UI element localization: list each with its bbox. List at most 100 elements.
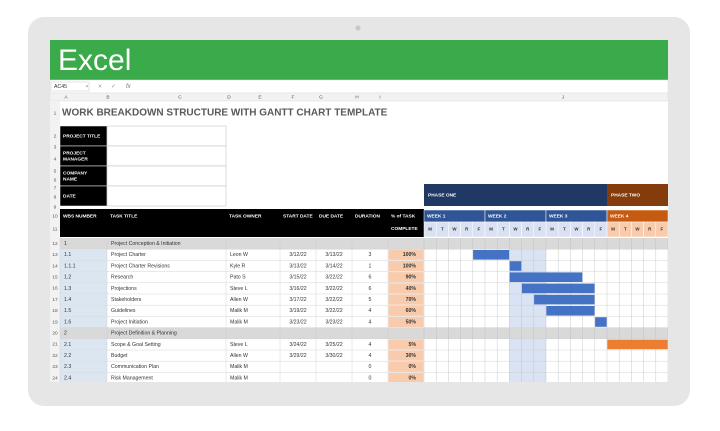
row-number: 15: [52, 274, 58, 280]
cell-owner: Malik M: [230, 319, 248, 325]
cell-complete: 50%: [406, 319, 417, 325]
cell-start: 3/17/22: [289, 297, 306, 303]
complete-cell: [388, 372, 424, 382]
wbs-cell: [60, 294, 107, 306]
day-label: W: [452, 227, 457, 232]
cancel-icon[interactable]: ×: [98, 83, 102, 90]
sheet-title: WORK BREAKDOWN STRUCTURE WITH GANTT CHAR…: [62, 108, 388, 119]
formula-bar: [49, 79, 669, 94]
row-number: 1: [54, 110, 57, 116]
cell-start: 3/19/22: [289, 308, 306, 314]
dropdown[interactable]: ▾: [86, 84, 88, 89]
summary-row: [60, 327, 668, 339]
row-number: 10: [52, 213, 58, 219]
cell-wbs: 1.4: [64, 297, 71, 303]
column-letter: H: [355, 95, 359, 101]
cell-start: 3/23/22: [289, 319, 306, 325]
gantt-bar: [546, 306, 595, 316]
cell-task: Budget: [111, 353, 128, 359]
camera: [355, 25, 361, 31]
info-value-cell: [106, 145, 227, 167]
cell-task: Project Charter Revisions: [111, 263, 170, 269]
table-header: % of TASK: [391, 213, 416, 219]
day-label: M: [550, 227, 554, 232]
row-number: 23: [52, 364, 58, 370]
cell-start: 3/13/22: [289, 263, 306, 269]
cell-duration: 4: [369, 308, 372, 314]
cell-due: 3/22/22: [325, 308, 342, 314]
day-label: R: [648, 227, 652, 232]
cell-wbs: 1.3: [64, 286, 71, 292]
cell-owner: Malik M: [230, 364, 248, 370]
cell-duration: 4: [369, 319, 372, 325]
row-number: 19: [52, 319, 58, 325]
cell-wbs: 2.2: [64, 353, 71, 359]
complete-cell: [388, 283, 424, 294]
fx-icon[interactable]: fx: [126, 84, 132, 90]
row-number: 20: [52, 330, 58, 336]
gantt-bar: [534, 294, 595, 305]
cell-task: Projections: [111, 286, 137, 292]
row-number: 12: [52, 241, 58, 247]
gantt-bar: [473, 250, 510, 260]
table-header: START DATE: [283, 213, 313, 219]
table-header: DUE DATE: [319, 213, 344, 219]
complete-cell: [388, 260, 424, 272]
complete-cell: [388, 339, 424, 350]
row-number: 16: [52, 286, 58, 292]
cell-due: 3/30/22: [325, 353, 342, 359]
wbs-cell: [60, 316, 107, 328]
day-cell: [655, 221, 668, 238]
day-label: T: [502, 227, 505, 232]
cell-due: 3/25/22: [325, 342, 342, 348]
cell-task: Communication Plan: [111, 364, 159, 370]
cell-duration: 6: [369, 286, 372, 292]
cell-task: Project Charter: [111, 252, 146, 258]
info-value-cell: [106, 165, 227, 187]
table-header: TASK TITLE: [110, 213, 138, 219]
cell-task: Project Conception & Initiation: [111, 241, 181, 247]
row-number: 3: [54, 144, 57, 150]
cell-due: 3/14/22: [325, 263, 342, 269]
cell-complete: 0%: [409, 364, 417, 370]
enter-icon[interactable]: ✓: [111, 84, 116, 90]
column-letter: C: [178, 95, 182, 101]
cell-start: 3/16/22: [289, 286, 306, 292]
row-number: 14: [52, 263, 58, 269]
column-letter: F: [292, 95, 295, 101]
cell-task: Risk Management: [111, 375, 153, 381]
table-header: COMPLETE: [391, 226, 418, 232]
day-label: W: [574, 227, 579, 232]
info-label: COMPANY: [63, 170, 88, 176]
cell-due: 3/22/22: [325, 286, 342, 292]
column-header-bar: [49, 92, 669, 102]
day-label: F: [600, 227, 603, 232]
name-box-text: AC45: [54, 84, 67, 90]
cell-duration: 6: [369, 275, 372, 281]
cell-owner: Pato S: [230, 275, 246, 281]
table-header: TASK OWNER: [229, 213, 262, 219]
cell-duration: 0: [369, 364, 372, 370]
row-number: 11: [53, 226, 58, 232]
cell-due: 3/13/22: [325, 252, 342, 258]
header-band: [60, 209, 424, 237]
row-number: 5: [54, 168, 57, 174]
row-number: 21: [52, 342, 58, 348]
week-label: WEEK 4: [610, 213, 629, 219]
cell-task: Research: [111, 275, 133, 281]
day-label: M: [428, 227, 432, 232]
day-label: T: [624, 227, 627, 232]
wbs-cell: [60, 350, 107, 362]
column-letter: D: [227, 95, 231, 101]
row-number: 17: [52, 297, 58, 303]
cell-complete: 90%: [406, 275, 417, 281]
info-value-cell: [106, 185, 227, 207]
cell-wbs: 2: [64, 331, 67, 337]
name-box[interactable]: [50, 81, 90, 92]
week-label: WEEK 2: [488, 213, 507, 219]
row-number: 7: [54, 185, 57, 191]
gantt-bar: [595, 317, 607, 327]
cell-complete: 40%: [406, 286, 417, 292]
cell-wbs: 2.1: [64, 342, 71, 348]
